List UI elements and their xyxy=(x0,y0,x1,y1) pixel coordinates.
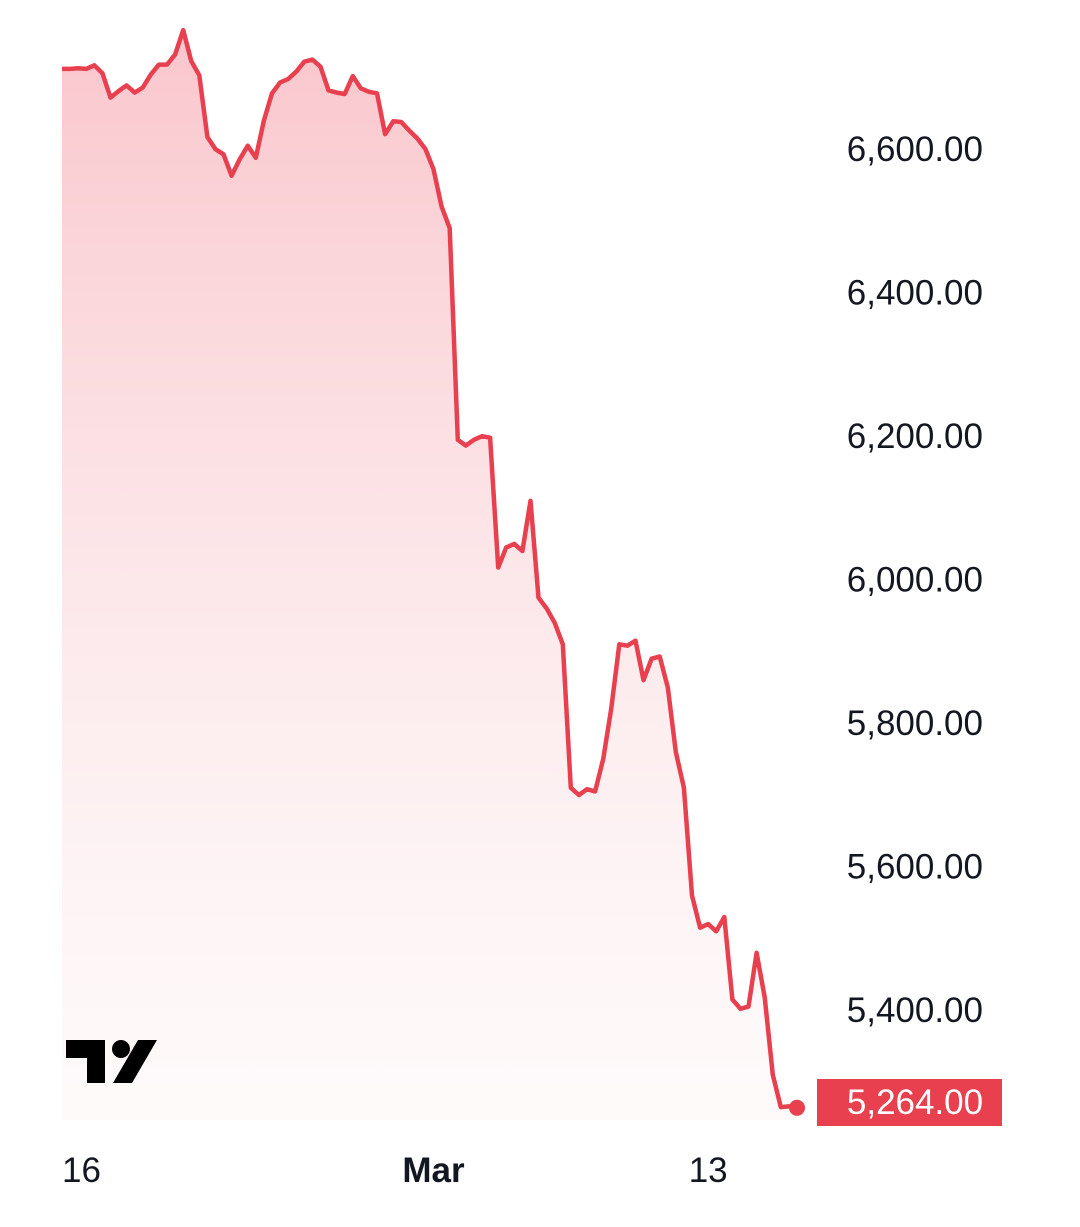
y-tick-label: 5,400.00 xyxy=(847,991,983,1030)
y-axis: 6,600.00 6,400.00 6,200.00 6,000.00 5,800.00… xyxy=(847,130,983,1030)
area-fill-layer xyxy=(62,30,797,1121)
last-value-badge: 5,264.00 xyxy=(817,1079,1002,1126)
x-axis: 16 Mar 13 xyxy=(62,1151,728,1190)
price-line xyxy=(62,27,798,1111)
last-value-label: 5,264.00 xyxy=(847,1083,983,1122)
y-tick-label: 6,400.00 xyxy=(847,274,983,313)
x-tick-label: Mar xyxy=(402,1151,465,1190)
y-tick-label: 6,600.00 xyxy=(847,130,983,169)
x-tick-label: 13 xyxy=(689,1151,728,1190)
y-tick-label: 5,800.00 xyxy=(847,704,983,743)
y-tick-label: 5,600.00 xyxy=(847,848,983,887)
price-line-layer xyxy=(62,27,805,1116)
last-point-marker xyxy=(789,1099,805,1116)
x-tick-label: 16 xyxy=(62,1151,101,1190)
y-tick-label: 6,200.00 xyxy=(847,417,983,456)
area-fill xyxy=(62,30,797,1121)
y-tick-label: 6,000.00 xyxy=(847,561,983,600)
tradingview-logo-icon xyxy=(66,1040,157,1083)
last-value-background xyxy=(817,1079,1002,1126)
